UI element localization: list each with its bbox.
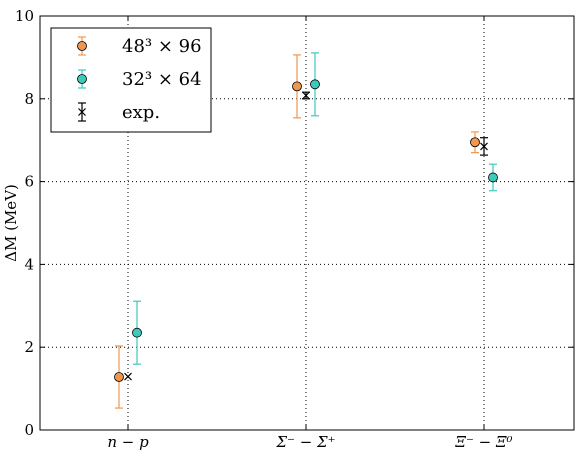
- legend-label: 48³ × 96: [122, 36, 202, 57]
- legend-marker: [77, 74, 87, 84]
- y-tick-label: 10: [15, 7, 34, 25]
- series-layer: [114, 52, 498, 409]
- data-point: [292, 81, 302, 92]
- data-point: [470, 137, 480, 148]
- data-point: [132, 327, 142, 338]
- data-point: [488, 172, 498, 183]
- x-tick-label: Σ⁻ − Σ⁺: [275, 433, 335, 451]
- y-tick-label: 6: [24, 173, 34, 191]
- plot-frame: [39, 15, 575, 431]
- legend-label: exp.: [122, 102, 160, 123]
- y-tick-label: 4: [24, 255, 34, 273]
- x-tick-label: Ξ⁻ − Ξ⁰: [454, 433, 512, 451]
- data-point: [310, 79, 320, 90]
- legend-marker: [77, 41, 87, 51]
- data-point: [480, 142, 488, 151]
- data-point: [114, 372, 124, 382]
- legend: 48³ × 96 32³ × 64 exp.: [50, 27, 212, 133]
- y-tick-label: 2: [24, 338, 34, 356]
- x-tick-label: n − p: [107, 433, 149, 451]
- y-axis-label: ΔM (MeV): [2, 184, 20, 262]
- data-point: [302, 91, 310, 100]
- legend-marker: [78, 108, 86, 116]
- ticks: 0 2 4 6 8 10 n − p Σ⁻ − Σ⁺ Ξ⁻ − Ξ⁰: [15, 7, 574, 451]
- y-tick-label: 0: [24, 421, 34, 439]
- y-tick-label: 8: [24, 90, 34, 108]
- legend-label: 32³ × 64: [122, 69, 202, 90]
- data-point: [124, 372, 132, 381]
